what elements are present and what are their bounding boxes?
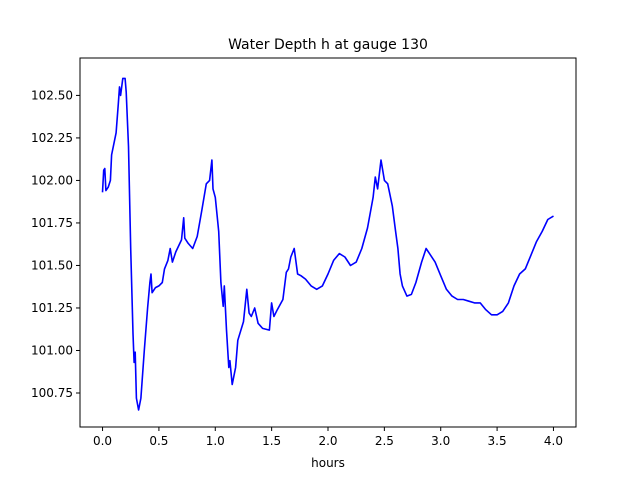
x-tick-label: 2.5 <box>375 434 394 448</box>
x-tick-label: 1.5 <box>262 434 281 448</box>
y-axis: 100.75 101.00 101.25 101.50 101.75 102.00 102.… <box>31 88 80 400</box>
y-tick-label: 101.25 <box>31 301 73 315</box>
x-tick-label: 0.0 <box>93 434 112 448</box>
y-tick-label: 101.75 <box>31 216 73 230</box>
y-tick-label: 102.50 <box>31 88 73 102</box>
x-axis-label: hours <box>311 456 345 470</box>
chart-title: Water Depth h at gauge 130 <box>228 37 428 53</box>
x-tick-label: 1.0 <box>206 434 225 448</box>
series-layer <box>101 77 554 411</box>
y-tick-label: 102.25 <box>31 131 73 145</box>
series-line-0 <box>101 77 554 411</box>
y-tick-label: 101.00 <box>31 343 73 357</box>
plot-frame <box>79 57 577 428</box>
y-tick-label: 101.50 <box>31 258 73 272</box>
x-axis: 0.0 0.5 1.0 1.5 2.0 2.5 3.0 3.5 4.0 <box>93 427 563 448</box>
y-tick-label: 100.75 <box>31 386 73 400</box>
x-tick-label: 3.5 <box>488 434 507 448</box>
x-tick-label: 0.5 <box>149 434 168 448</box>
x-tick-label: 3.0 <box>431 434 450 448</box>
y-tick-label: 102.00 <box>31 173 73 187</box>
x-tick-label: 2.0 <box>318 434 337 448</box>
x-tick-label: 4.0 <box>544 434 563 448</box>
